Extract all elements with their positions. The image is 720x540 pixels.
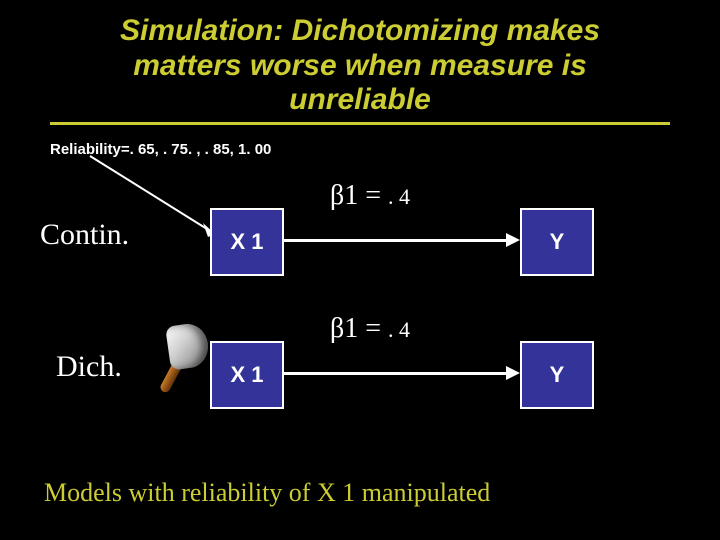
arrow-contin <box>284 239 506 242</box>
beta-value-dich: . 4 <box>388 317 410 342</box>
beta-symbol-contin: β1 = <box>330 180 388 211</box>
x1-box-dich-label: X 1 <box>230 362 263 388</box>
slide-title: Simulation: Dichotomizing makes matters … <box>50 0 670 125</box>
x1-box-contin: X 1 <box>210 208 284 276</box>
y-box-contin: Y <box>520 208 594 276</box>
y-box-contin-label: Y <box>550 229 565 255</box>
footer-text: Models with reliability of X 1 manipulat… <box>0 476 720 508</box>
arrow-head-dich <box>506 366 520 380</box>
y-box-dich: Y <box>520 341 594 409</box>
arrow-head-contin <box>506 233 520 247</box>
row-label-contin: Contin. <box>40 218 129 252</box>
row-label-dich: Dich. <box>56 350 122 384</box>
arrow-dich <box>284 372 506 375</box>
x1-box-dich: X 1 <box>210 341 284 409</box>
y-box-dich-label: Y <box>550 362 565 388</box>
x1-box-contin-label: X 1 <box>230 229 263 255</box>
diagram-area: Contin. X 1 β1 = . 4 Y Dich. X 1 β1 = . … <box>0 166 720 476</box>
beta-label-dich: β1 = . 4 <box>330 313 410 345</box>
beta-value-contin: . 4 <box>388 184 410 209</box>
beta-symbol-dich: β1 = <box>330 313 388 344</box>
beta-label-contin: β1 = . 4 <box>330 180 410 212</box>
